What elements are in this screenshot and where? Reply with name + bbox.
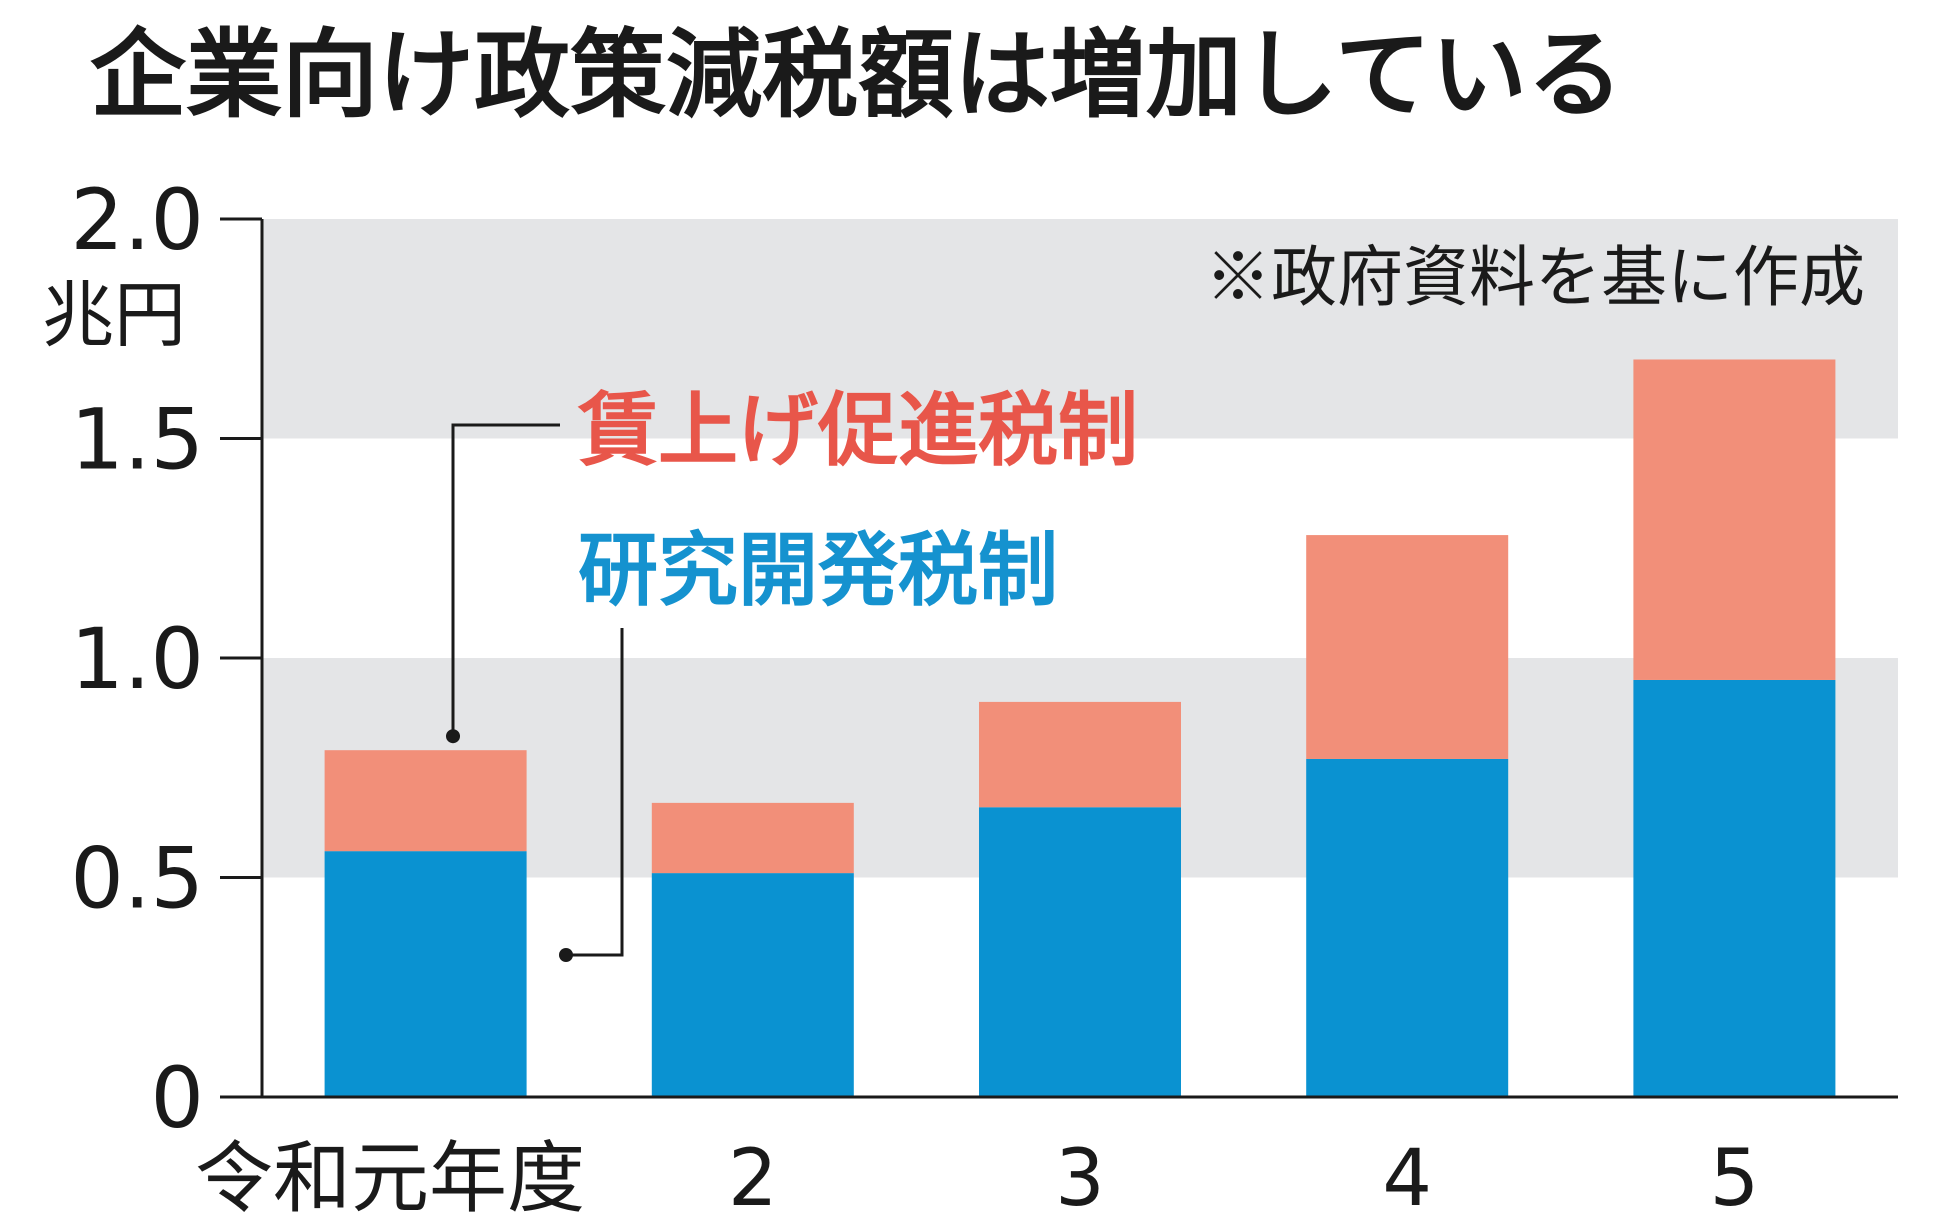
y-tick-labels: 0 0.5 1.0 1.5 2.0 [70, 171, 204, 1147]
x-tick-label-3: 4 [1382, 1134, 1432, 1219]
bar-wage-4 [1633, 359, 1836, 680]
bar-rd-0 [324, 851, 527, 1097]
chart-title: 企業向け政策減税額は増加している [90, 19, 1623, 131]
bar-rd-2 [979, 807, 1181, 1097]
grid-bands [262, 219, 1898, 878]
x-tick-label-2: 3 [1055, 1134, 1105, 1219]
legend-leader-wage [451, 423, 560, 737]
source-note: ※政府資料を基に作成 [1205, 239, 1865, 316]
y-tick-label-4: 2.0 [70, 171, 204, 269]
bar-rd-3 [1306, 758, 1509, 1097]
bar-wage-2 [979, 701, 1181, 808]
x-tick-labels: 令和元年度 2 3 4 5 [195, 1134, 1759, 1219]
legend-leader-dot-rd [559, 948, 573, 962]
y-tick-label-2: 1.0 [70, 610, 204, 708]
legend-leader-dot-wage [446, 729, 460, 744]
bar-wage-1 [651, 802, 854, 874]
axes [220, 217, 1898, 1099]
y-tick-label-3: 1.5 [70, 391, 204, 489]
x-tick-label-0: 令和元年度 [195, 1134, 585, 1219]
legend-leader-rd [566, 628, 624, 957]
x-tick-label-1: 2 [728, 1134, 778, 1219]
bar-rd-4 [1633, 679, 1836, 1097]
y-axis-unit-label: 兆円 [42, 273, 186, 357]
bar-rd-1 [651, 873, 854, 1097]
bar-wage-0 [324, 750, 527, 852]
bars [324, 359, 1836, 1097]
y-tick-label-0: 0 [151, 1049, 204, 1147]
bar-wage-3 [1306, 535, 1509, 759]
x-tick-label-4: 5 [1710, 1134, 1760, 1219]
legend-label-wage: 賃上げ促進税制 [577, 384, 1138, 477]
legend-label-rd: 研究開発税制 [578, 524, 1058, 617]
y-tick-label-1: 0.5 [70, 830, 204, 928]
grid-band-1 [262, 219, 1898, 439]
